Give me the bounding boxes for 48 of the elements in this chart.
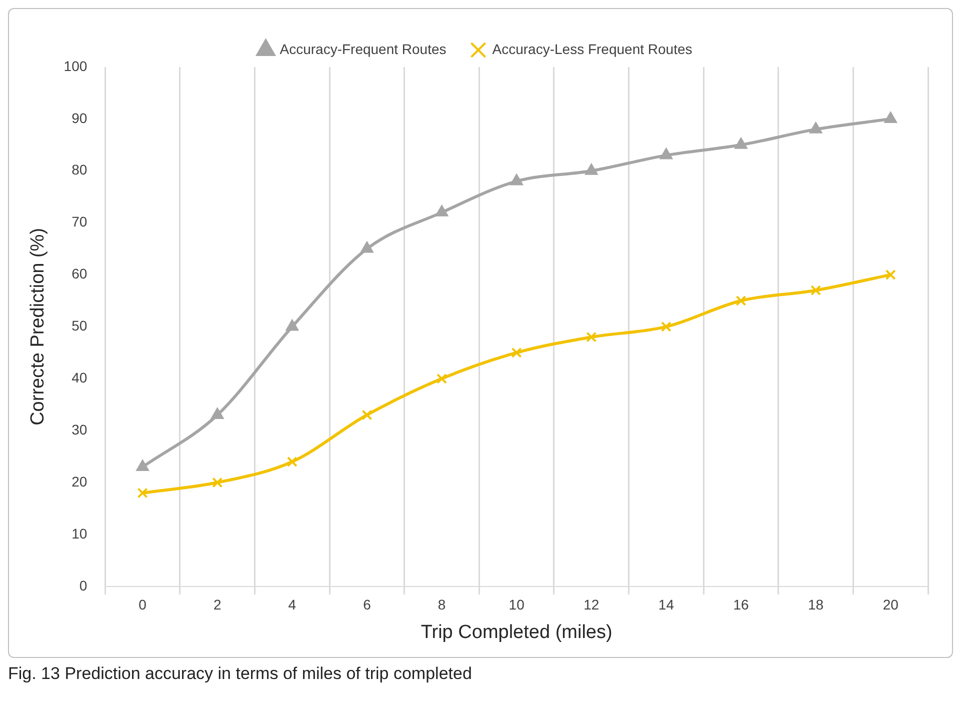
x-tick-label: 6 — [363, 596, 372, 613]
y-tick-label: 80 — [72, 162, 88, 178]
x-tick-label: 2 — [213, 596, 222, 613]
x-axis-title: Trip Completed (miles) — [420, 622, 612, 643]
caption: Fig. 13 Prediction accuracy in terms of miles of trip completed — [8, 664, 473, 684]
x-tick-label: 4 — [288, 596, 296, 613]
y-tick-label: 70 — [72, 214, 88, 230]
point — [810, 122, 822, 134]
y-tick-label: 0 — [79, 577, 88, 594]
point — [734, 138, 748, 149]
x-tick-label: 10 — [508, 596, 525, 613]
x-tick-label: 14 — [658, 596, 674, 613]
point — [586, 332, 597, 342]
x-tick-label: 12 — [584, 596, 600, 613]
legend-label: Accuracy-Frequent Routes — [280, 40, 446, 57]
y-tick-label: 90 — [72, 110, 88, 126]
point — [810, 285, 822, 296]
x-tick-label: 0 — [138, 596, 147, 613]
point — [660, 148, 672, 160]
legend-label: Accuracy-Less Frequent Routes — [492, 40, 692, 57]
x-tick-label: 16 — [733, 596, 749, 613]
point — [286, 456, 298, 467]
y-tick-label: 60 — [72, 266, 88, 282]
y-tick-label: 20 — [72, 473, 88, 490]
x-tick-label: 20 — [882, 596, 899, 613]
point — [211, 408, 224, 419]
point — [286, 320, 298, 331]
point — [436, 373, 448, 384]
y-tick-label: 100 — [64, 58, 88, 74]
point — [585, 164, 598, 175]
point — [360, 242, 374, 253]
x-tick-label: 8 — [438, 596, 446, 613]
y-tick-label: 10 — [72, 525, 88, 542]
point — [510, 174, 523, 186]
point — [511, 347, 522, 358]
point — [884, 112, 897, 123]
point — [362, 410, 372, 420]
y-tick-label: 30 — [72, 421, 88, 438]
point — [137, 488, 148, 498]
y-tick-label: 50 — [72, 318, 88, 334]
point — [436, 205, 448, 216]
point — [885, 270, 896, 280]
y-tick-label: 40 — [72, 370, 88, 386]
y-axis-title: Correcte Prediction (%) — [28, 228, 49, 426]
x-tick-label: 18 — [808, 596, 824, 613]
point — [736, 295, 746, 306]
point — [212, 477, 223, 488]
point — [660, 321, 672, 332]
